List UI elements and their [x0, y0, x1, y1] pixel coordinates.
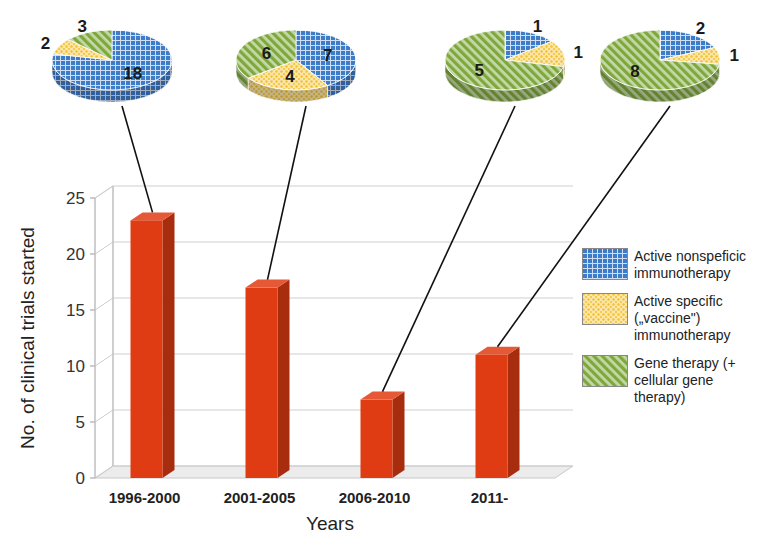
tick-label: 5: [76, 413, 85, 432]
tick-label: 15: [66, 301, 85, 320]
data-label: 6: [262, 44, 271, 63]
legend-item: Active nonspeficic immunotherapy: [582, 248, 772, 282]
category-label: 1996-2000: [109, 489, 181, 506]
tick-label: 10: [66, 357, 85, 376]
pie-slice: [445, 30, 563, 90]
bars: [131, 212, 520, 478]
legend-swatch-box: [582, 293, 628, 325]
leader-line: [268, 106, 307, 280]
leader-line: [122, 106, 153, 212]
bar-side: [393, 392, 405, 478]
tick-mark: [90, 198, 95, 199]
data-label: 2: [41, 34, 50, 53]
grid-line: [113, 242, 573, 243]
bar: [361, 400, 393, 478]
category-label: 2011-: [471, 489, 509, 506]
grid-line: [95, 354, 113, 366]
legend-swatch-box: [582, 248, 628, 280]
legend-label: Active nonspeficic immunotherapy: [634, 248, 754, 282]
legend-item: Gene therapy (+ cellular gene therapy): [582, 355, 772, 406]
bar: [476, 355, 508, 478]
data-label: 7: [323, 46, 332, 65]
x-axis-title: Years: [306, 513, 354, 534]
category-label: 2006-2010: [339, 489, 411, 506]
grid-line: [113, 298, 573, 299]
grid-line: [95, 410, 113, 422]
tick-mark: [90, 478, 95, 479]
legend-swatch-box: [582, 355, 628, 387]
data-label: 3: [77, 17, 86, 36]
bar-side: [508, 347, 520, 478]
data-label: 8: [630, 62, 639, 81]
y-axis-title: No. of clinical trials started: [17, 227, 38, 449]
bar-top: [361, 392, 405, 400]
tick-mark: [90, 366, 95, 367]
data-label: 2: [696, 19, 705, 38]
data-label: 1: [533, 17, 542, 36]
legend-label: Gene therapy (+ cellular gene therapy): [634, 355, 754, 406]
legend-swatch: [583, 356, 628, 387]
grid-line: [113, 186, 573, 187]
tick-label: 25: [66, 189, 85, 208]
y-axis-line: [95, 198, 96, 478]
data-label: 1: [730, 46, 739, 65]
grid-line: [95, 242, 113, 254]
data-label: 18: [123, 64, 142, 83]
grid-line: [95, 186, 113, 198]
pie-slice: [52, 30, 172, 90]
side-wall: [95, 186, 113, 478]
bar: [246, 288, 278, 478]
tick-label: 20: [66, 245, 85, 264]
legend-swatch: [583, 294, 628, 325]
grid: 0 5 10 15 20 25: [66, 186, 573, 488]
grid-line: [95, 466, 113, 478]
bar-top: [131, 212, 175, 220]
category-label: 2001-2005: [224, 489, 296, 506]
pie-slice: [68, 30, 112, 60]
data-label: 4: [285, 67, 295, 86]
legend-label: Active specific („vaccine") immunotherap…: [634, 293, 754, 344]
y-axis-line: [113, 186, 114, 466]
legend-item: Active specific („vaccine") immunotherap…: [582, 293, 772, 344]
pie-slice: [600, 30, 719, 90]
tick-mark: [90, 310, 95, 311]
tick-label: 0: [76, 469, 85, 488]
legend-swatch: [583, 249, 628, 280]
leader-line: [383, 106, 516, 392]
bar-top: [246, 280, 290, 288]
grid-line: [95, 298, 113, 310]
bar-side: [278, 280, 290, 478]
bar-top: [476, 347, 520, 355]
bar-side: [163, 212, 175, 478]
bar: [131, 220, 163, 478]
legend: Active nonspeficic immunotherapy Active s…: [582, 248, 772, 417]
tick-mark: [90, 254, 95, 255]
tick-mark: [90, 422, 95, 423]
data-label: 1: [573, 43, 582, 62]
data-label: 5: [474, 61, 483, 80]
